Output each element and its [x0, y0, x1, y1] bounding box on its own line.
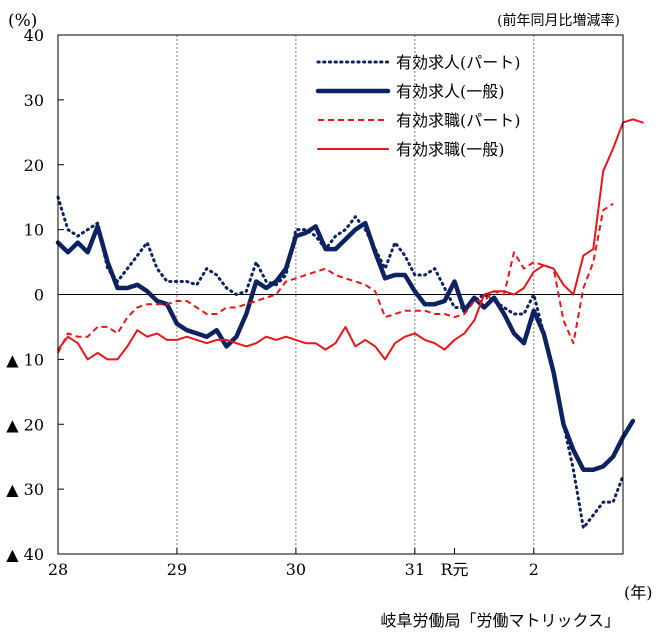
y-tick-label: ▲ 10 [6, 350, 44, 369]
series-line-3 [57, 202, 614, 354]
x-tick-label: 2 [529, 560, 539, 579]
y-tick-label: 30 [24, 91, 44, 110]
legend-label: 有効求職(パート) [396, 111, 521, 130]
x-tick-label: 28 [48, 560, 68, 579]
y-unit-label: (%) [8, 11, 37, 31]
series-line-1 [56, 195, 625, 530]
x-tick-label: 31 [405, 560, 425, 579]
y-tick-label: ▲ 20 [6, 415, 44, 434]
x-unit-label: (年) [624, 583, 653, 602]
chart-subtitle: (前年同月比増減率) [497, 12, 620, 29]
y-tick-label: 10 [24, 221, 44, 240]
y-tick-label: 0 [34, 286, 44, 305]
series-line-2 [55, 220, 636, 472]
x-tick-label: R元 [440, 560, 468, 579]
legend: 有効求人(パート) 有効求人(一般) 有効求職(パート) 有効求職(一般) [315, 53, 521, 159]
grid [58, 35, 623, 554]
y-axis: 40 30 20 10 0 ▲ 10 ▲ 20 ▲ 30 ▲ 40 [6, 26, 64, 564]
series-layer [55, 118, 644, 530]
y-tick-label: 40 [24, 26, 44, 45]
y-tick-label: 20 [24, 156, 44, 175]
legend-label: 有効求職(一般) [396, 140, 505, 159]
y-tick-label: ▲ 30 [6, 480, 44, 499]
series-line-4 [57, 118, 644, 361]
legend-label: 有効求人(パート) [396, 53, 521, 72]
x-tick-label: 30 [286, 560, 306, 579]
source-note: 岐阜労働局「労働マトリックス」 [380, 611, 620, 630]
x-tick-label: 29 [167, 560, 187, 579]
y-tick-label: ▲ 40 [6, 545, 44, 564]
legend-label: 有効求人(一般) [396, 82, 505, 101]
x-axis: 28 29 30 31 R元 2 [48, 548, 539, 579]
